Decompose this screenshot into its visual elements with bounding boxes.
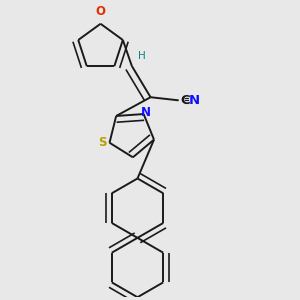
- Text: C: C: [180, 94, 190, 107]
- Text: H: H: [138, 51, 146, 61]
- Text: N: N: [189, 94, 200, 107]
- Text: N: N: [141, 106, 151, 119]
- Text: O: O: [96, 5, 106, 18]
- Text: S: S: [98, 136, 107, 149]
